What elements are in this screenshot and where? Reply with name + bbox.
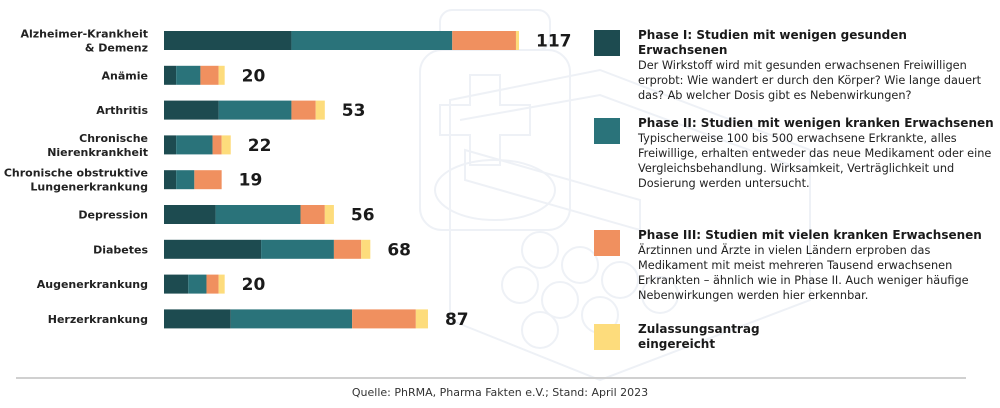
legend-title-line: eingereicht: [638, 337, 716, 351]
box-line: [459, 93, 791, 166]
bar-segment-phase-i: [164, 100, 219, 120]
category-label-line: Nierenkrankheit: [47, 146, 148, 159]
bar-segment-phase-ii: [176, 65, 201, 85]
category-label-line: Lungenerkrankung: [30, 181, 148, 194]
total-value-label: 68: [387, 240, 411, 260]
bar-segment-phase-ii: [291, 31, 453, 50]
category-label: Diabetes: [93, 243, 148, 256]
legend-title-line: Zulassungsantrag: [638, 322, 760, 336]
bar-segment-phase-iii: [333, 239, 362, 259]
bar-segment-phase-iii: [352, 309, 416, 329]
legend-description: Typischerweise 100 bis 500 erwachsene Er…: [638, 132, 992, 190]
bar-segment-zulassungsantrag-eingereicht: [315, 100, 325, 120]
category-label: Chronische obstruktive Lungenerkrankung: [4, 167, 148, 194]
category-label-line: Arthritis: [96, 104, 148, 117]
bar-segment-zulassungsantrag-eingereicht: [218, 65, 225, 85]
legend-title: Phase II: Studien mit wenigen kranken Er…: [638, 116, 994, 130]
category-label-line: Chronische obstruktive: [4, 167, 148, 180]
bar-segment-phase-i: [164, 205, 216, 224]
bar-segment-phase-i: [164, 170, 177, 190]
category-label-line: Depression: [78, 209, 148, 222]
category-label-line: Herzerkrankung: [48, 313, 148, 326]
bar-segment-phase-iii: [206, 274, 219, 294]
bar-segment-phase-ii: [188, 274, 207, 294]
legend-title: Phase III: Studien mit vielen kranken Er…: [638, 228, 982, 242]
legend-swatch-phase-3: [594, 230, 620, 256]
legend-description: Der Wirkstoff wird mit gesunden erwachse…: [638, 59, 982, 102]
legend: Phase I: Studien mit wenigen gesunden Er…: [594, 28, 994, 362]
category-label-line: & Demenz: [85, 42, 148, 55]
category-label-line: Alzheimer-Krankheit: [21, 28, 149, 41]
bar-segment-zulassungsantrag-eingereicht: [221, 135, 231, 155]
bar-segment-phase-i: [164, 239, 262, 259]
legend-title: Phase I: Studien mit wenigen gesunden Er…: [638, 28, 907, 57]
bar-segment-phase-i: [164, 31, 292, 50]
bar-segment-phase-ii: [176, 135, 213, 155]
category-label: Augenerkrankung: [37, 278, 148, 291]
total-value-label: 20: [242, 66, 266, 86]
total-value-label: 117: [536, 32, 572, 52]
legend-swatch-approval: [594, 324, 620, 350]
category-label: Depression: [78, 209, 148, 222]
pill-circle: [521, 311, 559, 349]
legend-item-phase-1: Phase I: Studien mit wenigen gesunden Er…: [594, 28, 994, 116]
pill-shape: [434, 159, 556, 221]
bar-segment-phase-i: [164, 65, 177, 85]
category-label-line: Diabetes: [93, 243, 148, 256]
source-note: Quelle: PhRMA, Pharma Fakten e.V.; Stand…: [351, 386, 649, 399]
category-label: Arthritis: [96, 104, 148, 117]
box-shape: [449, 68, 811, 382]
bar-segment-phase-ii: [176, 170, 195, 190]
legend-description: Ärztinnen und Ärzte in vielen Ländern er…: [638, 244, 969, 302]
bar-segment-zulassungsantrag-eingereicht: [361, 239, 371, 259]
box-panel: [464, 148, 641, 232]
bar-segment-phase-iii: [200, 65, 219, 85]
footer-divider: [16, 377, 966, 379]
category-label-line: Anämie: [102, 69, 148, 82]
total-value-label: 53: [342, 101, 366, 121]
bar-segment-phase-ii: [230, 309, 353, 329]
pill-circle: [561, 246, 599, 284]
total-value-label: 22: [248, 136, 272, 156]
category-label-line: Chronische: [79, 132, 148, 145]
category-label: Anämie: [102, 69, 148, 82]
legend-item-phase-3: Phase III: Studien mit vielen kranken Er…: [594, 228, 994, 322]
bars-layer: Alzheimer-Krankheit & Demenz 117 Anämie 20 Ar…: [4, 28, 572, 330]
category-label: Chronische Nierenkrankheit: [47, 132, 148, 159]
total-value-label: 87: [445, 310, 469, 330]
bar-segment-phase-iii: [291, 100, 316, 120]
stacked-bar-chart: Alzheimer-Krankheit & Demenz 117 Anämie 20 Ar…: [4, 28, 572, 330]
bar-segment-phase-iii: [452, 31, 516, 50]
legend-item-phase-2: Phase II: Studien mit wenigen kranken Er…: [594, 116, 994, 228]
category-label-line: Augenerkrankung: [37, 278, 148, 291]
legend-swatch-phase-2: [594, 118, 620, 144]
bar-segment-phase-ii: [218, 100, 292, 120]
pill-circle: [541, 281, 579, 319]
legend-swatch-phase-1: [594, 30, 620, 56]
total-value-label: 20: [242, 275, 266, 295]
bar-segment-phase-iii: [194, 170, 222, 190]
pill-circle: [601, 261, 639, 299]
bar-segment-phase-i: [164, 135, 177, 155]
pill-circle: [521, 231, 559, 269]
bar-segment-phase-i: [164, 274, 189, 294]
category-label: Alzheimer-Krankheit & Demenz: [21, 28, 149, 55]
total-value-label: 19: [239, 171, 263, 191]
bar-segment-phase-iii: [300, 205, 325, 224]
bar-segment-zulassungsantrag-eingereicht: [324, 205, 334, 224]
legend-item-approval: Zulassungsantrag eingereicht: [594, 322, 994, 362]
bar-segment-phase-ii: [215, 205, 301, 224]
pill-circle: [501, 266, 539, 304]
bar-segment-phase-ii: [261, 239, 334, 259]
bar-segment-zulassungsantrag-eingereicht: [515, 31, 519, 50]
bar-segment-phase-i: [164, 309, 231, 329]
bar-segment-zulassungsantrag-eingereicht: [218, 274, 225, 294]
pill-circle: [641, 276, 679, 314]
bar-segment-phase-iii: [212, 135, 222, 155]
total-value-label: 56: [351, 206, 375, 226]
category-label: Herzerkrankung: [48, 313, 148, 326]
cross-icon: [439, 74, 531, 166]
bar-segment-zulassungsantrag-eingereicht: [415, 309, 428, 329]
